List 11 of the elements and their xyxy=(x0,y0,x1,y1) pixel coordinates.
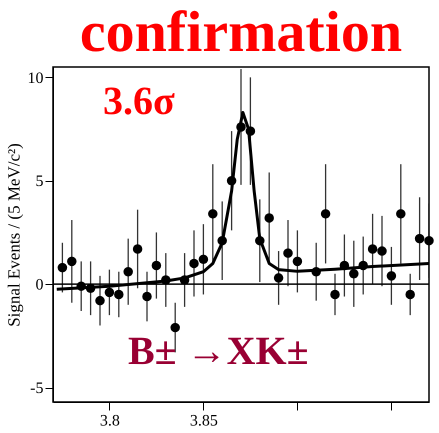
x-tick-label: 3.8 xyxy=(100,412,120,430)
annotation: B± →XK± xyxy=(128,328,309,373)
y-tick-label: 5 xyxy=(36,173,44,190)
chart-title: confirmation xyxy=(80,0,402,64)
x-tick-label: 3.85 xyxy=(190,412,218,430)
y-tick-label: -5 xyxy=(30,380,44,398)
annotation: 3.6σ xyxy=(103,78,175,123)
y-axis-title: Signal Events / (5 MeV/c²) xyxy=(4,143,24,327)
y-tick-label: 10 xyxy=(28,70,44,87)
y-tick-label: 0 xyxy=(36,276,44,294)
point xyxy=(424,236,434,246)
